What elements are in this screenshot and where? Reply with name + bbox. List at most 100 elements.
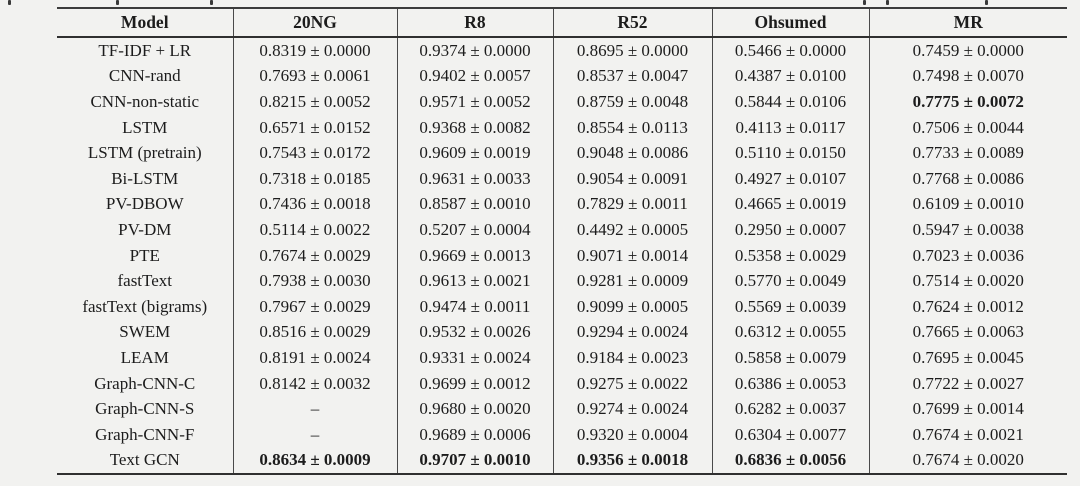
cell-value-20ng: 0.7938 ± 0.0030 <box>232 268 397 294</box>
cell-value-r52: 0.9275 ± 0.0022 <box>552 370 712 397</box>
cell-value-r8: 0.9609 ± 0.0019 <box>396 140 553 166</box>
cell-value-20ng: 0.7543 ± 0.0172 <box>232 140 397 166</box>
cell-value-20ng: 0.7436 ± 0.0018 <box>232 191 397 218</box>
cell-value-mr: 0.7674 ± 0.0021 <box>868 421 1067 448</box>
cell-value-r8: 0.9631 ± 0.0033 <box>396 165 553 192</box>
table-row: TF-IDF + LR 0.8319 ± 0.0000 0.9374 ± 0.000… <box>57 37 1067 64</box>
cell-value-20ng: 0.8319 ± 0.0000 <box>232 37 397 64</box>
cell-value-ohsumed: 0.6836 ± 0.0056 <box>711 447 869 475</box>
cell-model: fastText (bigrams) <box>82 296 208 316</box>
cell-value-r52: 0.9356 ± 0.0018 <box>552 447 712 475</box>
cell-value-ohsumed: 0.5110 ± 0.0150 <box>711 140 869 166</box>
cell-value-ohsumed: 0.4113 ± 0.0117 <box>711 114 869 141</box>
caption-descender-fragment <box>886 0 889 5</box>
cell-value-mr: 0.7506 ± 0.0044 <box>868 114 1067 141</box>
cell-value-r8: 0.9699 ± 0.0012 <box>396 370 553 397</box>
table-row: fastText (bigrams) 0.7967 ± 0.0029 0.9474 … <box>57 293 1067 320</box>
cell-value-ohsumed: 0.5466 ± 0.0000 <box>711 37 869 64</box>
cell-value-r8: 0.9680 ± 0.0020 <box>396 396 553 422</box>
cell-value-mr: 0.6109 ± 0.0010 <box>868 191 1067 218</box>
cell-value-ohsumed: 0.5770 ± 0.0049 <box>711 268 869 294</box>
cell-value-mr: 0.7775 ± 0.0072 <box>868 89 1067 115</box>
cell-value-r8: 0.8587 ± 0.0010 <box>396 191 553 218</box>
cell-value-ohsumed: 0.4927 ± 0.0107 <box>711 165 869 192</box>
cell-value-20ng: 0.8215 ± 0.0052 <box>232 89 397 115</box>
cell-value-r52: 0.9071 ± 0.0014 <box>552 242 712 269</box>
caption-descender-fragment <box>116 0 119 5</box>
cell-value-ohsumed: 0.5858 ± 0.0079 <box>711 345 869 371</box>
cell-value-r52: 0.9099 ± 0.0005 <box>552 293 712 320</box>
cell-value-mr: 0.7459 ± 0.0000 <box>868 37 1067 64</box>
cell-value-r52: 0.9281 ± 0.0009 <box>552 268 712 294</box>
cell-value-r8: 0.9374 ± 0.0000 <box>396 37 553 64</box>
cell-model: SWEM <box>119 322 171 342</box>
column-header-mr: MR <box>868 8 1067 37</box>
table-row: PTE 0.7674 ± 0.0029 0.9669 ± 0.0013 0.9071 … <box>57 242 1067 269</box>
cell-value-20ng: 0.8191 ± 0.0024 <box>232 345 397 371</box>
cell-value-mr: 0.5947 ± 0.0038 <box>868 217 1067 243</box>
cell-value-20ng: 0.8516 ± 0.0029 <box>232 319 397 346</box>
cell-value-20ng: 0.8142 ± 0.0032 <box>232 370 397 397</box>
table-row: Graph-CNN-F –0.9689 ± 0.0006 0.9320 ± 0.00… <box>57 421 1067 448</box>
cell-value-mr: 0.7699 ± 0.0014 <box>868 396 1067 422</box>
cell-value-r52: 0.8759 ± 0.0048 <box>552 89 712 115</box>
cell-model: Text GCN <box>109 450 180 470</box>
table-row: PV-DBOW 0.7436 ± 0.0018 0.8587 ± 0.0010 0.7… <box>57 191 1067 218</box>
cell-value-mr: 0.7722 ± 0.0027 <box>868 370 1067 397</box>
cell-value-r52: 0.8554 ± 0.0113 <box>552 114 712 141</box>
cell-value-20ng: 0.6571 ± 0.0152 <box>232 114 397 141</box>
table-row: LSTM 0.6571 ± 0.0152 0.9368 ± 0.0082 0.8554… <box>57 114 1067 141</box>
cell-value-r52: 0.9054 ± 0.0091 <box>552 165 712 192</box>
cell-value-mr: 0.7674 ± 0.0020 <box>868 447 1067 475</box>
cell-value-r8: 0.9402 ± 0.0057 <box>396 63 553 90</box>
cell-value-ohsumed: 0.4665 ± 0.0019 <box>711 191 869 218</box>
cell-value-r52: 0.9184 ± 0.0023 <box>552 345 712 371</box>
cell-value-20ng: 0.7674 ± 0.0029 <box>232 242 397 269</box>
cell-model: Bi-LSTM <box>111 168 179 188</box>
cell-value-20ng: – <box>232 396 397 422</box>
cell-model: TF-IDF + LR <box>98 40 192 60</box>
table-row: fastText 0.7938 ± 0.0030 0.9613 ± 0.0021 0.… <box>57 268 1067 294</box>
cell-value-ohsumed: 0.6312 ± 0.0055 <box>711 319 869 346</box>
table-row: LSTM (pretrain) 0.7543 ± 0.0172 0.9609 ± 0… <box>57 140 1067 166</box>
cell-value-r8: 0.9613 ± 0.0021 <box>396 268 553 294</box>
caption-descender-fragment <box>863 0 866 5</box>
cell-value-ohsumed: 0.2950 ± 0.0007 <box>711 217 869 243</box>
cell-model: CNN-rand <box>108 66 181 86</box>
cell-value-20ng: 0.7693 ± 0.0061 <box>232 63 397 90</box>
cell-value-r52: 0.9294 ± 0.0024 <box>552 319 712 346</box>
cell-value-20ng: 0.7967 ± 0.0029 <box>232 293 397 320</box>
cell-value-r8: 0.9689 ± 0.0006 <box>396 421 553 448</box>
cell-value-r52: 0.8537 ± 0.0047 <box>552 63 712 90</box>
cell-value-20ng: – <box>232 421 397 448</box>
cell-value-mr: 0.7624 ± 0.0012 <box>868 293 1067 320</box>
table-row: Graph-CNN-S –0.9680 ± 0.0020 0.9274 ± 0.00… <box>57 396 1067 422</box>
cell-value-mr: 0.7695 ± 0.0045 <box>868 345 1067 371</box>
clipped-caption-remnant <box>0 0 1080 6</box>
cell-value-20ng: 0.8634 ± 0.0009 <box>232 447 397 475</box>
cell-value-r52: 0.7829 ± 0.0011 <box>552 191 712 218</box>
cell-value-r52: 0.4492 ± 0.0005 <box>552 217 712 243</box>
cell-model: LSTM <box>122 117 168 137</box>
table-row: Text GCN 0.8634 ± 0.0009 0.9707 ± 0.0010 0.… <box>57 447 1067 475</box>
cell-model: Graph-CNN-C <box>94 373 196 393</box>
cell-value-r8: 0.9707 ± 0.0010 <box>396 447 553 475</box>
cell-model: Graph-CNN-F <box>95 424 195 444</box>
cell-value-ohsumed: 0.6304 ± 0.0077 <box>711 421 869 448</box>
cell-value-20ng: 0.5114 ± 0.0022 <box>232 217 397 243</box>
caption-descender-fragment <box>985 0 988 5</box>
cell-value-r8: 0.9532 ± 0.0026 <box>396 319 553 346</box>
cell-value-r8: 0.9571 ± 0.0052 <box>396 89 553 115</box>
cell-model: PTE <box>129 245 160 265</box>
table-row: PV-DM 0.5114 ± 0.0022 0.5207 ± 0.0004 0.449… <box>57 217 1067 243</box>
cell-value-ohsumed: 0.4387 ± 0.0100 <box>711 63 869 90</box>
cell-value-mr: 0.7514 ± 0.0020 <box>868 268 1067 294</box>
cell-value-ohsumed: 0.5844 ± 0.0106 <box>711 89 869 115</box>
cell-value-mr: 0.7498 ± 0.0070 <box>868 63 1067 90</box>
cell-value-ohsumed: 0.6386 ± 0.0053 <box>711 370 869 397</box>
cell-value-r8: 0.9331 ± 0.0024 <box>396 345 553 371</box>
cell-model: PV-DBOW <box>105 194 184 214</box>
table-row: Graph-CNN-C 0.8142 ± 0.0032 0.9699 ± 0.001… <box>57 370 1067 397</box>
cell-model: LEAM <box>120 347 169 367</box>
